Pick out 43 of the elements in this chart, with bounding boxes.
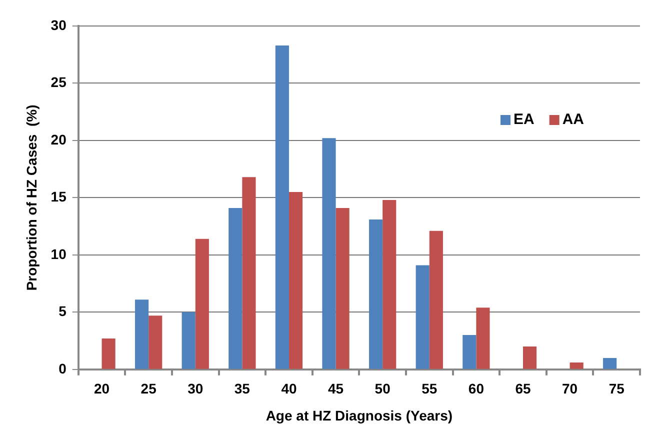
y-tick-label: 5	[58, 303, 67, 320]
x-tick-label: 65	[515, 380, 531, 397]
bar	[369, 219, 383, 369]
x-tick-label: 30	[188, 380, 204, 397]
x-tick-label: 55	[422, 380, 438, 397]
y-tick-label: 15	[50, 188, 67, 205]
y-axis-title: Proportion of HZ Cases (%)	[23, 104, 40, 291]
y-tick-label: 25	[50, 74, 67, 90]
bar	[275, 45, 289, 369]
y-tick-label: 10	[50, 246, 67, 262]
x-tick-label: 40	[281, 380, 297, 397]
x-tick-label: 60	[468, 380, 484, 397]
bar	[382, 200, 396, 369]
bar	[570, 362, 584, 369]
bar	[322, 138, 336, 369]
bar	[429, 230, 443, 369]
bar	[148, 316, 162, 369]
x-tick-label: 25	[140, 380, 157, 397]
x-tick-label: 20	[94, 380, 110, 397]
y-tick-label: 0	[58, 360, 67, 376]
legend-label: AA	[562, 111, 584, 128]
bar	[336, 208, 350, 369]
x-tick-label: 35	[234, 380, 250, 397]
bar	[102, 338, 116, 369]
bar	[135, 300, 149, 369]
bar	[462, 335, 476, 369]
bar	[182, 312, 196, 369]
x-axis-title: Age at HZ Diagnosis (Years)	[266, 407, 453, 424]
x-tick-label: 50	[374, 380, 391, 397]
bar	[603, 358, 617, 369]
x-tick-label: 75	[608, 380, 625, 397]
y-tick-label: 30	[50, 16, 67, 33]
legend-label: EA	[514, 111, 534, 128]
bar	[288, 192, 303, 369]
x-tick-label: 70	[562, 380, 578, 397]
x-tick-label: 45	[328, 380, 344, 397]
y-tick-label: 20	[50, 131, 67, 148]
bar	[242, 177, 256, 369]
bar	[476, 308, 490, 369]
bar	[195, 238, 209, 369]
bar	[228, 208, 242, 369]
bar	[522, 346, 537, 369]
bar	[416, 265, 430, 369]
